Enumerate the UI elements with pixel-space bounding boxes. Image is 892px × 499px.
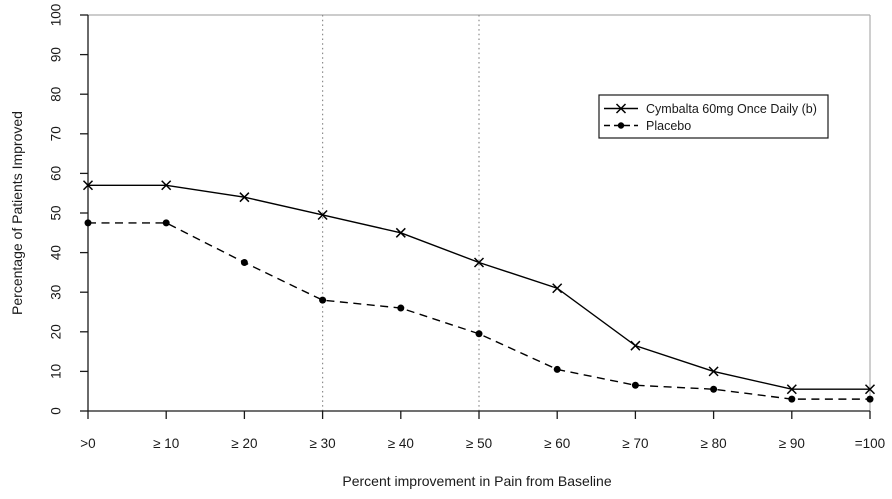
data-point-dot-marker-placebo (788, 395, 796, 403)
y-axis-tick-label: 100 (49, 4, 64, 27)
data-point-dot-marker-placebo (84, 219, 92, 227)
data-point-x-marker-cymbalta (786, 384, 797, 395)
data-point-x-marker-cymbalta (708, 366, 719, 377)
y-axis-tick-label: 30 (49, 285, 64, 300)
x-axis-tick-label: ≥ 20 (231, 436, 257, 451)
data-point-x-marker-cymbalta (552, 283, 563, 294)
x-axis-tick-label: =100 (855, 436, 885, 451)
x-axis-tick-label: ≥ 60 (544, 436, 570, 451)
x-axis-tick-label: ≥ 10 (153, 436, 179, 451)
y-axis-tick-label: 0 (49, 407, 64, 415)
y-axis-title: Percentage of Patients Improved (9, 111, 25, 315)
y-axis-tick-label: 60 (49, 166, 64, 181)
x-axis-tick-label: ≥ 50 (466, 436, 492, 451)
legend-label: Placebo (646, 119, 691, 133)
data-point-dot-marker-placebo (631, 381, 639, 389)
legend-dot-marker (617, 122, 625, 129)
x-axis-tick-label: ≥ 80 (701, 436, 727, 451)
legend-label: Cymbalta 60mg Once Daily (b) (646, 102, 817, 116)
y-axis-tick-label: 20 (49, 324, 64, 339)
x-axis-tick-label: ≥ 70 (622, 436, 648, 451)
data-point-x-marker-cymbalta (864, 384, 876, 395)
data-point-dot-marker-placebo (397, 304, 405, 312)
y-axis-tick-label: 50 (49, 205, 64, 220)
y-axis-tick-label: 90 (49, 47, 64, 62)
x-axis-tick-label: ≥ 90 (779, 436, 805, 451)
data-point-dot-marker-placebo (553, 365, 561, 373)
series-line-placebo (88, 222, 870, 400)
y-axis-tick-label: 80 (49, 87, 64, 102)
data-point-dot-marker-placebo (866, 395, 874, 403)
y-axis-tick-label: 40 (49, 245, 64, 260)
x-axis-tick-label: ≥ 30 (310, 436, 336, 451)
data-point-x-marker-cymbalta (161, 180, 172, 191)
y-axis-tick-label: 70 (49, 126, 64, 141)
data-point-x-marker-cymbalta (317, 209, 328, 221)
data-point-x-marker-cymbalta (473, 257, 485, 268)
legend-x-marker (615, 103, 627, 114)
data-point-dot-marker-placebo (475, 330, 483, 338)
legend-box (598, 94, 829, 139)
data-point-dot-marker-placebo (319, 296, 327, 304)
data-point-x-marker-cymbalta (395, 227, 406, 238)
y-axis-tick-label: 10 (49, 364, 64, 379)
data-point-x-marker-cymbalta (630, 340, 641, 351)
data-point-x-marker-cymbalta (239, 192, 250, 203)
data-point-dot-marker-placebo (710, 385, 718, 393)
x-axis-title: Percent improvement in Pain from Baselin… (342, 473, 612, 489)
data-point-dot-marker-placebo (240, 259, 248, 266)
x-axis-tick-label: ≥ 40 (388, 436, 414, 451)
data-point-dot-marker-placebo (162, 219, 170, 227)
x-axis-tick-label: >0 (80, 436, 95, 451)
data-point-x-marker-cymbalta (82, 180, 94, 191)
